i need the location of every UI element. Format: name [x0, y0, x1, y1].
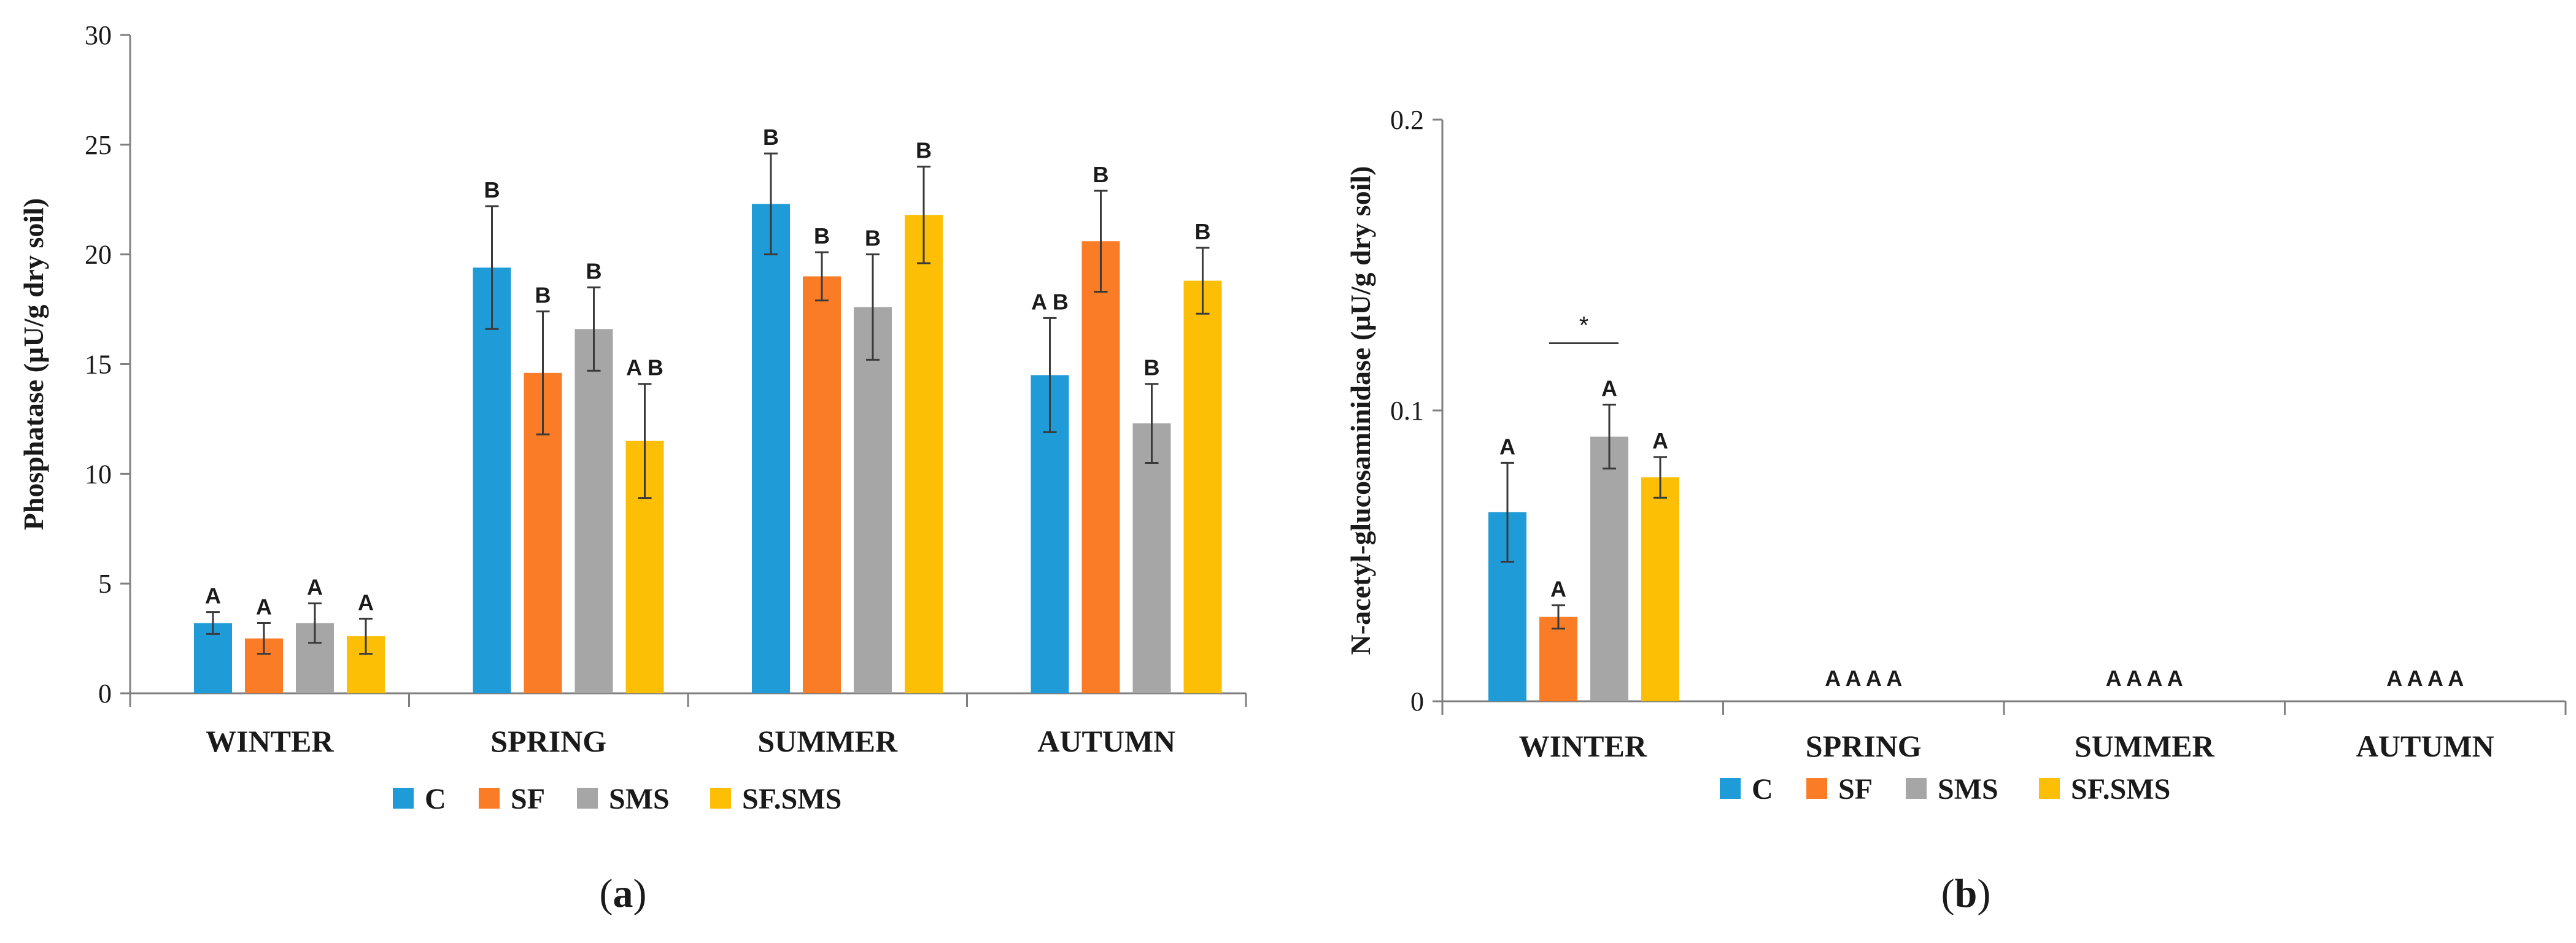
legend-label: SF.SMS: [742, 783, 841, 815]
legend-label: SMS: [1938, 773, 1998, 806]
legend-label: SMS: [609, 783, 670, 815]
legend-label: SF: [1838, 773, 1873, 806]
legend-swatch-c: [393, 788, 414, 809]
significance-letter: A: [205, 583, 221, 609]
group-significance-letters: A A A A: [1825, 666, 1902, 691]
bar-sms: [1132, 423, 1171, 693]
significance-letter: A B: [1031, 289, 1069, 314]
legend-label: C: [425, 783, 446, 815]
legend-swatch-sms: [1906, 778, 1927, 799]
bar-sms: [1590, 436, 1628, 701]
significance-letter: A: [1499, 434, 1515, 459]
significance-letter: A: [1652, 428, 1668, 453]
legend-swatch-c: [1720, 778, 1741, 799]
group-significance-letters: A A A A: [2386, 666, 2464, 691]
panel-a-phosphatase-chart: 0 5 10 15 20 25 30 Phosphatase (µU/g dry soil) W…: [18, 20, 1247, 916]
y-tick-label: 0: [1410, 687, 1424, 717]
bar-sf-sms: [1641, 477, 1679, 701]
legend-swatch-sf-sms: [2039, 778, 2060, 799]
x-category-label: SUMMER: [757, 724, 898, 758]
legend-label: SF.SMS: [2071, 773, 2170, 806]
legend-swatch-sms: [577, 788, 598, 809]
significance-letter: B: [586, 258, 602, 283]
legend-swatch-sf: [1806, 778, 1827, 799]
significance-letter: B: [484, 177, 500, 202]
y-tick-label: 0.2: [1390, 105, 1424, 135]
significance-star: *: [1579, 312, 1589, 339]
significance-letter: B: [1144, 355, 1160, 380]
significance-letter: B: [916, 138, 932, 163]
significance-letter: A: [1550, 577, 1566, 602]
y-tick-label: 20: [85, 240, 112, 270]
legend-label: SF: [511, 783, 545, 815]
x-category-label: SPRING: [490, 724, 606, 758]
panel-label-close: ): [633, 871, 647, 916]
significance-letter: A: [307, 574, 323, 599]
group-significance-letters: A A A A: [2106, 666, 2183, 691]
panel-b-nag-chart: 0 0.1 0.2 N-acetyl-glucosaminidase (µU/g dr…: [1345, 105, 2567, 916]
significance-letter: A: [256, 595, 272, 620]
x-category-label: SUMMER: [2075, 729, 2215, 763]
x-category-label: WINTER: [1519, 729, 1647, 763]
panel-label-close: ): [1977, 871, 1990, 916]
bar-sf: [1081, 241, 1120, 693]
y-axis-title: Phosphatase (µU/g dry soil): [18, 198, 49, 531]
bar-sms: [854, 307, 892, 693]
bar-sf: [803, 276, 841, 693]
significance-letter: A: [358, 590, 374, 615]
y-tick-label: 0.1: [1390, 396, 1424, 426]
significance-letter: B: [814, 223, 830, 248]
panel-label-letter: b: [1955, 871, 1978, 916]
x-category-label: SPRING: [1806, 729, 1922, 763]
legend-label: C: [1752, 773, 1773, 806]
panel-label: (a): [600, 871, 647, 916]
y-axis-title: N-acetyl-glucosaminidase (µU/g dry soil): [1345, 166, 1376, 655]
y-tick-label: 10: [85, 459, 112, 489]
significance-letter: B: [763, 125, 779, 150]
significance-letter: B: [1093, 162, 1109, 187]
x-category-label: AUTUMN: [2356, 729, 2494, 763]
panel-label-open: (: [1941, 871, 1955, 916]
panel-label-open: (: [600, 871, 613, 916]
legend-swatch-sf-sms: [710, 788, 731, 809]
significance-letter: A: [1601, 376, 1617, 401]
x-category-label: WINTER: [206, 724, 334, 758]
bar-sf: [1539, 617, 1577, 701]
significance-letter: B: [535, 283, 551, 308]
y-tick-label: 25: [85, 130, 112, 160]
y-tick-label: 15: [85, 350, 112, 380]
bar-sf-sms: [1183, 280, 1222, 693]
panel-label: (b): [1941, 871, 1991, 916]
significance-letter: A B: [626, 355, 663, 380]
significance-letter: B: [865, 226, 881, 251]
bar-sms: [574, 329, 613, 693]
y-tick-label: 0: [98, 679, 112, 709]
bar-c: [752, 204, 790, 693]
y-tick-label: 30: [85, 20, 112, 50]
bar-sf-sms: [905, 215, 943, 694]
legend-swatch-sf: [479, 788, 500, 809]
y-tick-label: 5: [98, 569, 112, 599]
x-category-label: AUTUMN: [1037, 724, 1175, 758]
bar-c: [473, 268, 511, 693]
significance-letter: B: [1195, 219, 1211, 244]
panel-label-letter: a: [613, 871, 633, 916]
